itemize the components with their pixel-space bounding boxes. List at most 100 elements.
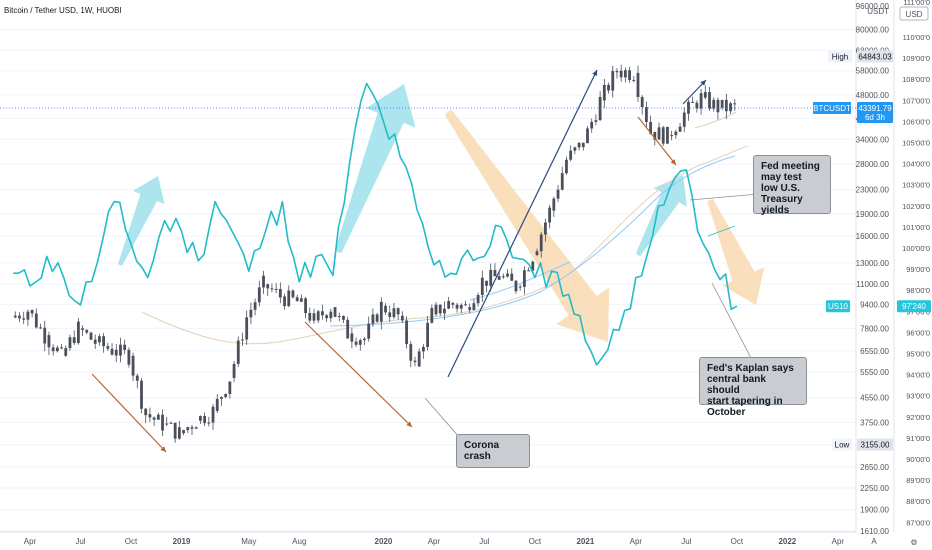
candle-body	[354, 341, 358, 345]
auto-scale-button[interactable]: A	[871, 537, 877, 546]
trend-arrow	[447, 69, 598, 378]
candle-body	[350, 333, 354, 342]
price-tick-label: 2250.00	[860, 484, 889, 493]
candle-body	[316, 311, 320, 321]
candle-body	[598, 96, 602, 121]
btc-tag: BTCUSDT	[813, 104, 851, 113]
candle-body	[241, 339, 244, 341]
candle-body	[182, 430, 185, 434]
us10-tick-label: 108'00'0	[902, 75, 930, 84]
candle-body	[232, 363, 236, 378]
candle-body	[666, 126, 669, 144]
price-tick-label: 28000.00	[856, 160, 890, 169]
candle-body	[539, 234, 543, 252]
callout-fed-meeting[interactable]: Fed meeting may test low U.S. Treasury y…	[753, 155, 831, 216]
candle-body	[207, 422, 211, 424]
candle-body	[422, 346, 425, 352]
candle-body	[384, 305, 387, 313]
time-tick-label: Apr	[630, 537, 643, 546]
us10-tick-label: 91'00'0	[906, 434, 930, 443]
candle-body	[703, 92, 707, 98]
low-value: 3155.00	[861, 441, 890, 450]
us10-tick-label: 104'00'0	[902, 160, 930, 169]
down-arrow	[707, 198, 765, 305]
us10-tick-label: 99'00'0	[906, 265, 930, 274]
candle-body	[527, 270, 530, 272]
candle-body	[34, 313, 38, 328]
candle-body	[699, 93, 703, 109]
high-value: 64843.03	[858, 52, 892, 61]
price-tick-label: 48000.00	[856, 91, 890, 100]
candle-body	[43, 327, 47, 344]
us10-tick-label: 95'00'0	[906, 350, 930, 359]
candle-body	[417, 351, 421, 367]
callout-corona[interactable]: Corona crash	[456, 434, 530, 468]
candle-body	[522, 270, 526, 287]
candle-body	[548, 207, 552, 223]
candle-body	[346, 319, 350, 339]
candle-body	[720, 99, 724, 108]
us10-tick-label: 94'00'0	[906, 371, 930, 380]
candle-body	[266, 284, 270, 289]
candle-body	[119, 344, 122, 356]
candle-body	[716, 99, 720, 113]
candle-body	[262, 275, 265, 288]
candle-body	[161, 414, 164, 431]
candle-body	[544, 222, 547, 235]
candle-body	[89, 332, 93, 340]
candle-body	[565, 159, 568, 174]
price-unit-label: USDT	[867, 7, 889, 16]
us10-tick-label: 96'00'0	[906, 328, 930, 337]
candle-body	[220, 397, 223, 399]
low-value-bg	[857, 438, 893, 451]
candle-body	[518, 286, 522, 288]
candle-body	[708, 92, 711, 109]
candle-body	[152, 417, 156, 420]
callout-kaplan[interactable]: Fed's Kaplan says central bank should st…	[699, 357, 807, 418]
candle-body	[531, 261, 535, 271]
candle-body	[55, 347, 59, 352]
trend-arrow	[637, 116, 677, 166]
candle-body	[308, 313, 312, 321]
us10-tick-label: 111'00'0	[903, 0, 930, 7]
candle-body	[459, 304, 463, 309]
time-tick-label: Apr	[24, 537, 37, 546]
candle-body	[127, 349, 131, 365]
candle-body	[501, 276, 505, 278]
candle-body	[640, 96, 644, 108]
candle-body	[485, 280, 488, 286]
candle-body	[682, 112, 686, 127]
us10-tick-label: 90'00'0	[906, 455, 930, 464]
candle-body	[434, 304, 438, 315]
settings-icon[interactable]: ⚙	[910, 538, 917, 547]
us10-unit-box	[899, 6, 929, 21]
time-tick-label: Jul	[75, 537, 85, 546]
price-tick-label: 5550.00	[860, 368, 889, 377]
candle-body	[388, 312, 392, 318]
price-tick-label: 9400.00	[860, 300, 889, 309]
ma-recent	[694, 111, 737, 129]
up-arrow	[334, 84, 416, 254]
time-tick-label: Jul	[479, 537, 489, 546]
candle-body	[203, 416, 207, 424]
candle-body	[687, 101, 690, 114]
candle-body	[156, 414, 160, 420]
candle-body	[342, 316, 345, 320]
candle-body	[60, 347, 63, 349]
candle-body	[400, 315, 404, 321]
time-axis[interactable]: Apr Jul Oct 2019 May Aug 2020 Apr Jul Oct 2021 Apr J…	[0, 531, 918, 547]
candle-body	[295, 297, 299, 302]
candle-body	[489, 269, 493, 286]
us10-value: 97'240	[902, 302, 926, 311]
candle-body	[590, 121, 594, 129]
candle-body	[106, 346, 110, 349]
price-tick-label: 11000.00	[856, 280, 889, 289]
candle-body	[577, 142, 581, 148]
price-tick-label: 96000.00	[856, 2, 890, 11]
trend-arrow-head	[592, 70, 597, 76]
candle-body	[644, 107, 648, 122]
time-tick-label: Oct	[125, 537, 138, 546]
btc-value-bg	[857, 101, 893, 123]
us10-series-line	[13, 82, 738, 366]
